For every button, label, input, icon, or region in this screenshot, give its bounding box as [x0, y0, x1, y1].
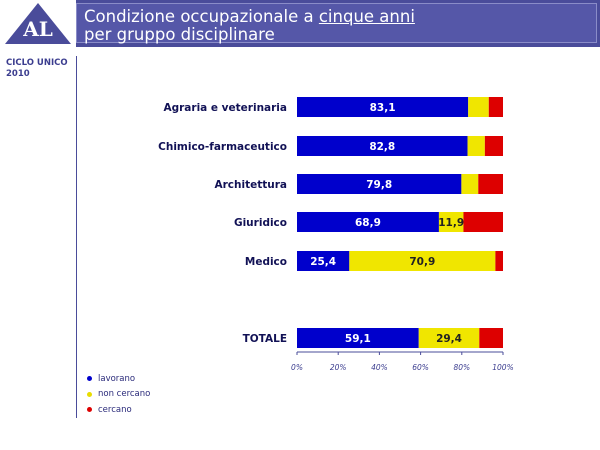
bar-segment	[461, 174, 479, 194]
title-line-1: Condizione occupazionale a cinque anni	[84, 8, 415, 26]
logo-triangle	[5, 3, 71, 44]
title-panel	[76, 3, 597, 43]
cycle-line-1: CICLO UNICO	[6, 58, 68, 68]
bar-segment	[297, 136, 468, 156]
legend-item-non-cercano: non cercano	[87, 387, 150, 403]
data-label: 82,8	[369, 141, 395, 153]
bar-segment	[479, 328, 503, 348]
bar-segment	[297, 328, 419, 348]
x-tick-label: 60%	[412, 363, 429, 372]
legend-dot-icon	[87, 376, 92, 382]
legend-dot-icon	[87, 391, 92, 397]
bar-segment	[418, 328, 480, 348]
x-tick-label: 100%	[492, 363, 513, 372]
bar-segment	[297, 97, 469, 117]
bar-segment	[484, 136, 503, 156]
bar-segment	[297, 251, 350, 271]
legend-label: cercano	[98, 404, 132, 415]
page-title: Condizione occupazionale a cinque anni p…	[84, 8, 415, 44]
header-bar	[0, 0, 600, 47]
bar-segment	[495, 251, 503, 271]
category-label: Architettura	[214, 179, 287, 191]
legend-item-cercano: cercano	[87, 402, 150, 418]
title-underlined: cinque anni	[318, 7, 415, 26]
bar-segment	[478, 174, 503, 194]
bar-segment	[349, 251, 496, 271]
x-tick-label: 80%	[453, 363, 470, 372]
data-label: 70,9	[409, 256, 435, 268]
bar-segment	[488, 97, 503, 117]
legend-dot-icon	[87, 407, 92, 413]
x-tick-label: 40%	[371, 363, 388, 372]
data-label: 29,4	[436, 333, 462, 345]
category-label: Chimico-farmaceutico	[158, 141, 287, 153]
bar-segment	[467, 136, 485, 156]
bar-segment	[468, 97, 489, 117]
logo-text: AL	[22, 17, 53, 41]
data-label: 11,9	[438, 217, 464, 229]
legend-label: lavorano	[98, 373, 136, 384]
data-label: 25,4	[310, 256, 336, 268]
x-tick-label: 0%	[291, 363, 303, 372]
data-label: 83,1	[370, 102, 396, 114]
bar-segment	[463, 212, 503, 232]
data-label: 59,1	[345, 333, 371, 345]
chart-legend: lavorano non cercano cercano	[87, 371, 150, 418]
category-label: Agraria e veterinaria	[163, 102, 287, 114]
bar-segment	[438, 212, 464, 232]
bar-segment	[297, 212, 439, 232]
cycle-label: CICLO UNICO 2010	[6, 58, 68, 80]
al-logo-graphic: AL	[5, 3, 71, 44]
legend-label: non cercano	[98, 389, 151, 400]
al-logo: AL	[0, 0, 76, 47]
x-tick-label: 20%	[330, 363, 347, 372]
legend-item-lavorano: lavorano	[87, 371, 150, 387]
cycle-line-2: 2010	[6, 69, 30, 79]
title-prefix: Condizione occupazionale a	[84, 7, 319, 26]
sidebar-divider	[76, 56, 77, 418]
data-label: 79,8	[366, 179, 392, 191]
category-label: Medico	[245, 256, 287, 268]
category-label: Giuridico	[234, 217, 287, 229]
title-line-2: per gruppo disciplinare	[84, 25, 275, 44]
category-label: TOTALE	[243, 333, 287, 345]
bar-segment	[297, 174, 462, 194]
data-label: 68,9	[355, 217, 381, 229]
